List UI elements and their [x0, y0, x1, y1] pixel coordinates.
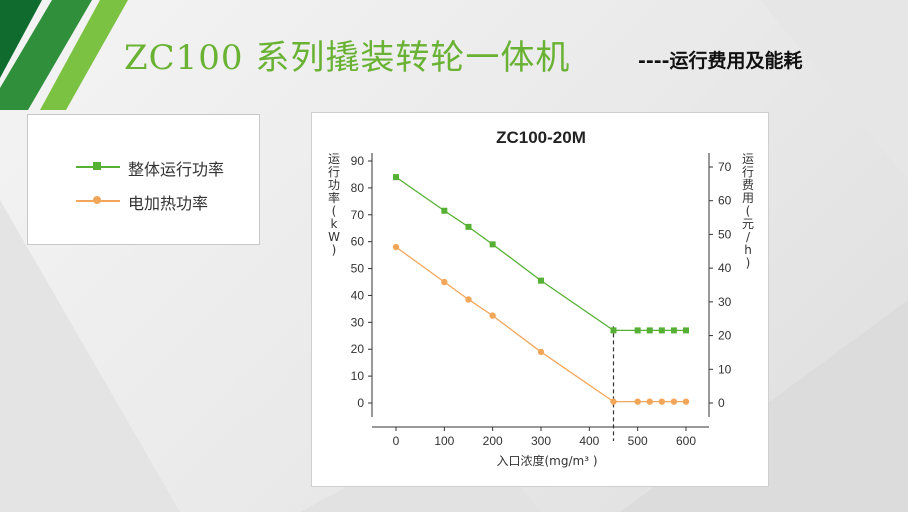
square-marker-icon — [93, 162, 101, 170]
left-tick-label: 70 — [351, 208, 365, 222]
data-point-total-power — [489, 241, 496, 248]
series-line-heater-power — [395, 246, 686, 403]
data-point-heater-power — [465, 296, 472, 303]
data-point-heater-power — [682, 398, 690, 405]
left-tick-label: 10 — [351, 369, 365, 383]
data-point-total-power — [393, 174, 399, 181]
data-point-total-power — [658, 327, 665, 334]
right-tick-label: 40 — [718, 261, 732, 275]
right-tick-label: 60 — [718, 194, 732, 208]
data-point-total-power — [670, 327, 677, 334]
right-tick-label: 20 — [718, 329, 732, 343]
data-point-total-power — [610, 327, 617, 334]
left-tick-label: 0 — [357, 396, 364, 410]
series-line-total-power — [395, 176, 686, 332]
left-tick-label: 50 — [351, 262, 365, 276]
header-stripes-decoration — [0, 0, 128, 110]
legend-label-heater-power: 电加热功率 — [128, 194, 209, 213]
x-tick-label: 600 — [676, 434, 696, 448]
left-tick-label: 60 — [351, 235, 365, 249]
data-point-heater-power — [392, 243, 400, 251]
legend-panel: 整体运行功率 电加热功率 — [27, 114, 260, 245]
right-axis-label: 运行费用(元/h) — [742, 152, 754, 270]
x-tick-label: 500 — [628, 434, 648, 448]
data-point-heater-power — [610, 398, 617, 405]
x-tick-label: 100 — [434, 434, 454, 448]
x-tick-label: 0 — [393, 434, 400, 448]
data-point-heater-power — [658, 398, 666, 405]
data-point-heater-power — [441, 278, 448, 286]
data-point-heater-power — [537, 348, 545, 356]
right-tick-label: 50 — [718, 227, 732, 241]
x-axis-label: 入口浓度(mg/m³ ) — [496, 453, 597, 468]
data-point-total-power — [683, 327, 689, 334]
left-tick-label: 20 — [351, 342, 365, 356]
data-point-total-power — [441, 207, 448, 214]
legend-label-total-power: 整体运行功率 — [128, 160, 225, 179]
data-point-heater-power — [489, 312, 496, 319]
right-tick-label: 10 — [718, 362, 732, 376]
right-tick-label: 0 — [718, 396, 725, 410]
data-point-heater-power — [634, 398, 641, 405]
slide-title: ZC100 系列撬装转轮一体机 — [124, 38, 571, 78]
data-point-total-power — [465, 223, 472, 230]
left-tick-label: 90 — [351, 154, 365, 168]
left-axis-label: 运行功率(k W) — [328, 152, 340, 257]
left-tick-label: 30 — [351, 315, 365, 329]
right-tick-label: 70 — [718, 160, 732, 174]
data-point-total-power — [646, 327, 653, 334]
data-point-total-power — [538, 277, 544, 284]
x-tick-label: 400 — [579, 434, 599, 448]
right-tick-label: 30 — [718, 295, 732, 309]
left-tick-label: 40 — [351, 288, 365, 302]
data-point-heater-power — [646, 398, 653, 405]
chart-panel: ZC100-20M 0 10 20 30 40 50 60 70 80 90 0 10 20 30 40 50 6… — [311, 112, 769, 487]
x-tick-label: 300 — [531, 434, 551, 448]
line-chart: ZC100-20M 0 10 20 30 40 50 60 70 80 90 0 10 20 30 40 50 6… — [328, 128, 754, 468]
data-point-total-power — [634, 327, 641, 334]
slide-subtitle: ----运行费用及能耗 — [638, 50, 803, 72]
left-tick-label: 80 — [351, 181, 365, 195]
chart-title: ZC100-20M — [496, 128, 586, 147]
x-tick-label: 200 — [483, 434, 503, 448]
circle-marker-icon — [93, 196, 101, 204]
data-point-heater-power — [670, 398, 678, 405]
